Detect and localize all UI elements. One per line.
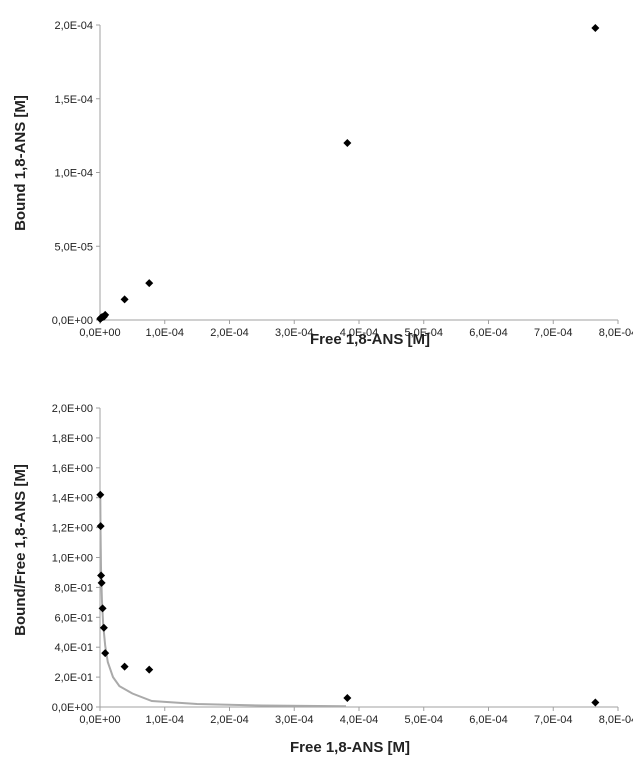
data-point	[96, 490, 105, 499]
chart-1-data-points	[96, 23, 600, 323]
x-tick-label: 3,0E-04	[275, 327, 314, 339]
x-tick-label: 3,0E-04	[275, 714, 314, 726]
x-tick-label: 6,0E-04	[469, 714, 508, 726]
scatchard-chart: 0,0E+00 1,0E-04 2,0E-04 3,0E-04 4,0E-04 5,0E-…	[12, 403, 633, 756]
x-tick-label: 1,0E-04	[145, 327, 184, 339]
y-tick-label: 1,6E+00	[52, 463, 93, 475]
y-tick-label: 1,5E-04	[54, 94, 93, 106]
y-tick-label: 1,0E-04	[54, 168, 93, 180]
y-tick-label: 6,0E-01	[54, 612, 93, 624]
y-tick-label: 5,0E-05	[54, 241, 93, 253]
x-tick-label: 0,0E+00	[79, 714, 120, 726]
chart-1-y-tick-labels: 0,0E+00 5,0E-05 1,0E-04 1,5E-04 2,0E-04	[52, 20, 93, 327]
chart-2-y-axis-title: Bound/Free 1,8-ANS [M]	[12, 464, 29, 636]
y-tick-label: 1,8E+00	[52, 433, 93, 445]
data-point	[101, 649, 110, 658]
chart-2-x-axis-title: Free 1,8-ANS [M]	[290, 739, 410, 756]
data-point	[96, 522, 105, 531]
y-tick-label: 2,0E+00	[52, 403, 93, 415]
y-tick-label: 0,0E+00	[52, 702, 93, 714]
chart-1-y-axis-title: Bound 1,8-ANS [M]	[12, 95, 29, 231]
x-tick-label: 7,0E-04	[534, 327, 573, 339]
data-point	[591, 23, 600, 32]
x-tick-label: 2,0E-04	[210, 327, 249, 339]
y-tick-label: 2,0E-01	[54, 672, 93, 684]
y-tick-label: 4,0E-01	[54, 642, 93, 654]
y-tick-label: 0,0E+00	[52, 315, 93, 327]
y-tick-label: 1,2E+00	[52, 523, 93, 535]
data-point	[145, 665, 154, 674]
data-point	[99, 623, 108, 632]
y-tick-label: 8,0E-01	[54, 582, 93, 594]
chart-2-data-points	[96, 490, 600, 707]
data-point	[120, 662, 129, 671]
fit-curve-line	[99, 494, 347, 708]
data-point	[98, 604, 107, 613]
x-tick-label: 8,0E-04	[599, 714, 633, 726]
data-point	[101, 310, 110, 319]
data-point	[343, 139, 352, 147]
x-tick-label: 8,0E-04	[599, 327, 633, 339]
y-tick-label: 2,0E-04	[54, 20, 93, 32]
chart-2-y-tick-labels: 0,0E+00 2,0E-01 4,0E-01 6,0E-01 8,0E-01 1,0E+…	[52, 403, 93, 714]
chart-1-x-tick-labels: 0,0E+00 1,0E-04 2,0E-04 3,0E-04 4,0E-04 5,0E-…	[79, 327, 633, 339]
data-point	[145, 279, 154, 288]
x-tick-label: 2,0E-04	[210, 714, 249, 726]
chart-2-fit-curve	[99, 494, 347, 708]
bound-vs-free-chart: 0,0E+00 1,0E-04 2,0E-04 3,0E-04 4,0E-04 5,0E-…	[12, 20, 633, 348]
data-point	[343, 694, 352, 703]
chart-2-x-tick-labels: 0,0E+00 1,0E-04 2,0E-04 3,0E-04 4,0E-04 5,0E-…	[79, 714, 633, 726]
y-tick-label: 1,4E+00	[52, 493, 93, 505]
data-point	[97, 578, 106, 587]
x-tick-label: 0,0E+00	[79, 327, 120, 339]
data-point	[591, 698, 600, 707]
x-tick-label: 5,0E-04	[404, 327, 443, 339]
data-point	[97, 571, 106, 580]
x-tick-label: 5,0E-04	[404, 714, 443, 726]
x-tick-label: 4,0E-04	[340, 327, 379, 339]
x-tick-label: 1,0E-04	[145, 714, 184, 726]
x-tick-label: 4,0E-04	[340, 714, 379, 726]
x-tick-label: 7,0E-04	[534, 714, 573, 726]
chart-2-axes	[96, 407, 619, 711]
chart-1-axes	[96, 24, 619, 324]
data-point	[120, 295, 129, 304]
x-tick-label: 6,0E-04	[469, 327, 508, 339]
chart-1-x-axis-title: Free 1,8-ANS [M]	[310, 331, 430, 348]
y-tick-label: 1,0E+00	[52, 553, 93, 565]
